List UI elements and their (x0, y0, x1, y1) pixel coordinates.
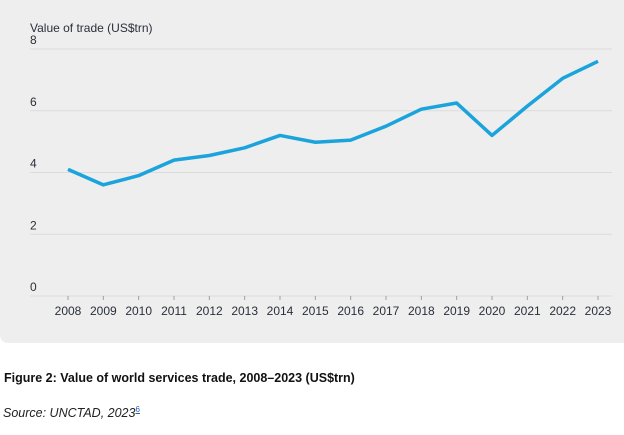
x-ticks: 2008 2009 2010 2011 2012 2013 2014 2015 2016 2017… (55, 296, 612, 318)
figure-caption: Figure 2: Value of world services trade,… (4, 371, 355, 385)
y-tick-label: 0 (30, 280, 37, 294)
x-tick-label: 2021 (514, 304, 541, 318)
x-tick-label: 2012 (196, 304, 223, 318)
x-tick-label: 2016 (337, 304, 364, 318)
x-tick-label: 2019 (443, 304, 470, 318)
y-tick-label: 6 (30, 95, 37, 109)
series-line (67, 59, 599, 187)
x-tick-label: 2023 (585, 304, 612, 318)
y-axis-title: Value of trade (US$trn) (30, 21, 153, 35)
x-tick-label: 2014 (267, 304, 294, 318)
x-tick-label: 2010 (125, 304, 152, 318)
x-tick-label: 2008 (55, 304, 82, 318)
x-tick-label: 2009 (90, 304, 117, 318)
x-tick-label: 2020 (479, 304, 506, 318)
x-tick-label: 2018 (408, 304, 435, 318)
x-tick-label: 2017 (373, 304, 400, 318)
y-tick-label: 4 (30, 157, 37, 171)
footnote-link[interactable]: 6 (135, 405, 140, 414)
x-tick-label: 2015 (302, 304, 329, 318)
y-tick-label: 8 (30, 33, 37, 47)
x-tick-label: 2013 (231, 304, 258, 318)
series-layer (67, 59, 599, 187)
y-ticks: 0 2 4 6 8 (30, 33, 37, 294)
figure-source: Source: UNCTAD, 20236 (3, 405, 140, 420)
y-tick-label: 2 (30, 218, 37, 232)
x-tick-label: 2011 (161, 304, 187, 318)
source-text: Source: UNCTAD, 2023 (3, 406, 136, 421)
gridlines (30, 48, 612, 297)
x-tick-label: 2022 (549, 304, 576, 318)
